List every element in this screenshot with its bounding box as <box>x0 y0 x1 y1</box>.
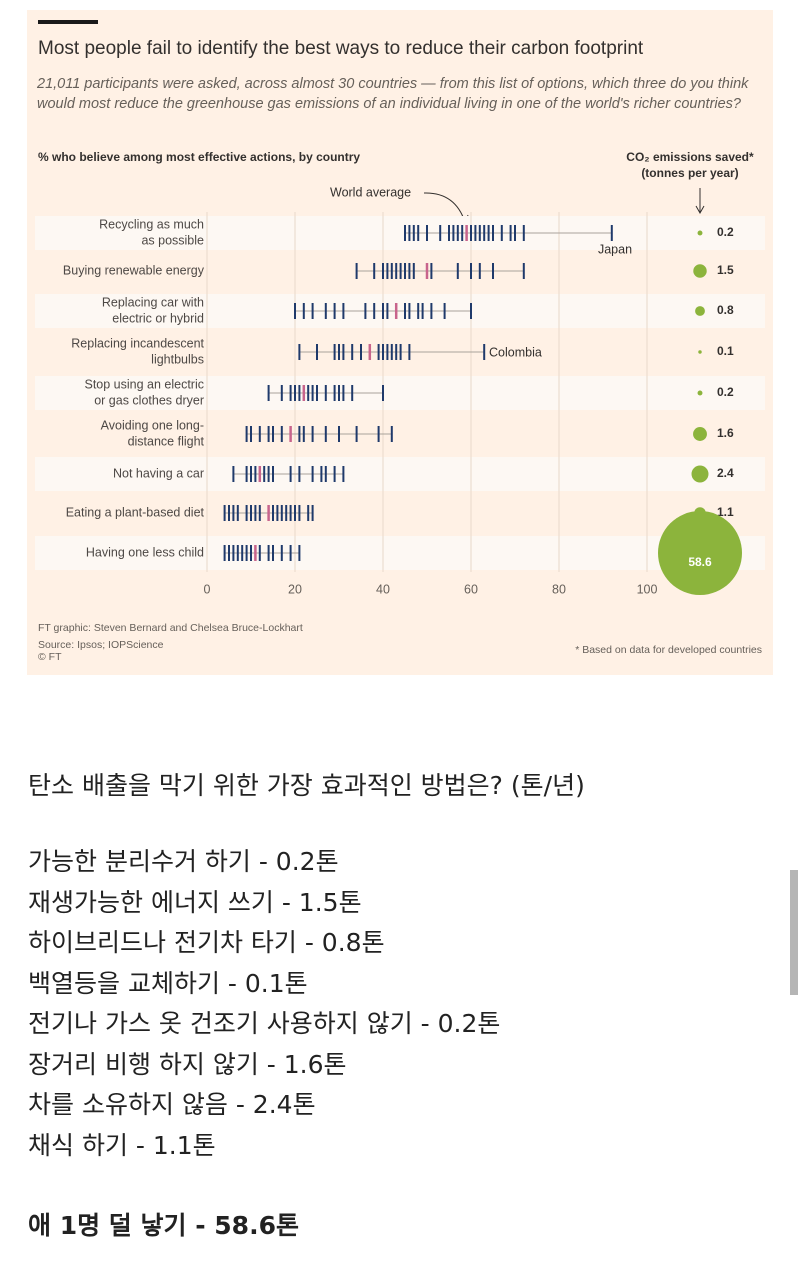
post-item: 전기나 가스 옷 건조기 사용하지 않기 - 0.2톤 <box>28 1009 501 1038</box>
emissions-label: 1.1 <box>717 505 734 519</box>
emissions-label: 0.2 <box>717 225 734 239</box>
post-heading: 탄소 배출을 막기 위한 가장 효과적인 방법은? (톤/년) <box>28 771 585 800</box>
emissions-label: 0.2 <box>717 385 734 399</box>
row-label: as possible <box>141 233 204 247</box>
post-item: 장거리 비행 하지 않기 - 1.6톤 <box>28 1049 347 1079</box>
annotation: Japan <box>598 242 632 256</box>
post-item: 차를 소유하지 않음 - 2.4톤 <box>28 1090 316 1119</box>
emissions-label: 0.8 <box>717 303 734 317</box>
emissions-bubble <box>693 264 707 278</box>
footnote: * Based on data for developed countries <box>575 644 762 656</box>
chart-subtitle: 21,011 participants were asked, across a… <box>37 76 749 112</box>
row-label: distance flight <box>128 434 205 448</box>
row-label: Replacing car with <box>102 295 204 309</box>
x-tick-label: 100 <box>637 582 658 596</box>
chart: Most people fail to identify the best wa… <box>27 10 773 675</box>
row-label: Buying renewable energy <box>63 263 205 277</box>
row-label: lightbulbs <box>151 352 204 366</box>
post-item: 채식 하기 - 1.1톤 <box>28 1130 216 1160</box>
row-band <box>35 536 765 570</box>
emissions-header: (tonnes per year) <box>641 166 738 180</box>
emissions-label: 1.6 <box>717 426 734 440</box>
title-bar <box>38 20 98 24</box>
emissions-label: 1.5 <box>717 263 734 277</box>
copyright: © FT <box>38 651 62 663</box>
arrow <box>695 188 705 215</box>
row-label: Having one less child <box>86 545 204 559</box>
axis-header: % who believe among most effective actio… <box>38 150 360 164</box>
emissions-bubble <box>695 306 705 316</box>
post-item: 가능한 분리수거 하기 - 0.2톤 <box>28 847 339 876</box>
post-item: 백열등을 교체하기 - 0.1톤 <box>28 968 308 998</box>
emissions-header: CO₂ emissions saved* <box>626 150 754 164</box>
chart-title: Most people fail to identify the best wa… <box>38 38 644 59</box>
annotation: Colombia <box>489 345 542 359</box>
emissions-bubble <box>691 465 709 483</box>
emissions-bubble <box>697 390 703 396</box>
emissions-label: 0.1 <box>717 344 734 358</box>
emissions-label: 2.4 <box>717 466 734 480</box>
row-label: Eating a plant-based diet <box>66 505 205 519</box>
row-label: electric or hybrid <box>112 311 204 325</box>
emissions-bubble <box>698 350 702 354</box>
row-label: Recycling as much <box>99 217 204 231</box>
row-label: or gas clothes dryer <box>94 393 204 407</box>
x-tick-label: 20 <box>288 582 302 596</box>
row-band <box>35 376 765 410</box>
row-label: Replacing incandescent <box>71 336 204 350</box>
post-item: 재생가능한 에너지 쓰기 - 1.5톤 <box>28 887 362 917</box>
x-tick-label: 60 <box>464 582 478 596</box>
row-label: Avoiding one long- <box>101 418 204 432</box>
row-label: Not having a car <box>113 466 204 480</box>
x-tick-label: 40 <box>376 582 390 596</box>
scrollbar <box>790 870 798 995</box>
emissions-label: 58.6 <box>688 555 712 569</box>
source: Source: Ipsos; IOPScience <box>38 639 164 651</box>
emissions-bubble <box>658 511 742 595</box>
post-item: 하이브리드나 전기차 타기 - 0.8톤 <box>28 928 385 957</box>
row-band <box>35 457 765 491</box>
annotation: World average <box>330 185 411 199</box>
emissions-bubble <box>697 230 703 236</box>
post-highlight: 애 1명 덜 낳기 - 58.6톤 <box>28 1211 299 1240</box>
row-band <box>35 216 765 250</box>
x-tick-label: 80 <box>552 582 566 596</box>
credit: FT graphic: Steven Bernard and Chelsea B… <box>38 622 303 634</box>
row-label: Stop using an electric <box>84 377 204 391</box>
emissions-bubble <box>693 427 707 441</box>
x-tick-label: 0 <box>204 582 211 596</box>
